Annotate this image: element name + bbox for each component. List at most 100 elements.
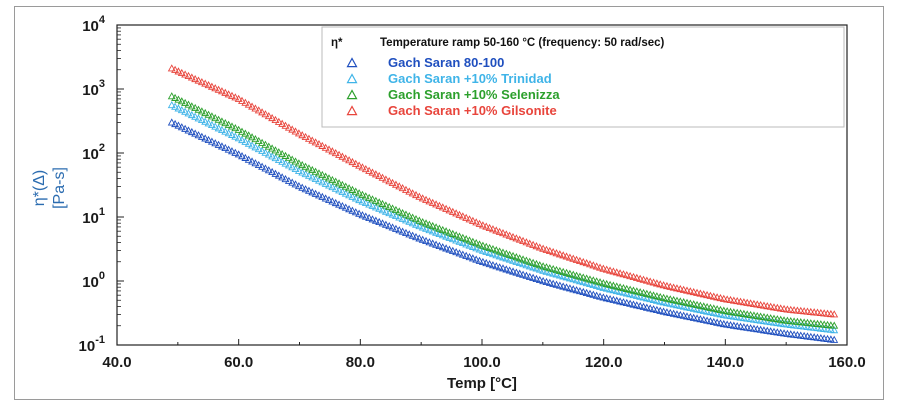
data-point <box>358 163 367 171</box>
data-point <box>338 180 347 188</box>
data-point <box>274 155 283 163</box>
data-point <box>194 105 203 113</box>
data-point <box>582 259 591 267</box>
y-tick-base: 10 <box>82 146 99 163</box>
data-point <box>592 281 601 289</box>
data-point <box>499 264 507 272</box>
data-point <box>278 119 287 127</box>
data-point <box>602 294 611 302</box>
data-point <box>696 289 705 297</box>
data-point <box>505 255 514 263</box>
data-point <box>191 112 200 120</box>
data-point <box>341 154 350 162</box>
data-point <box>174 121 183 129</box>
data-point <box>602 265 611 273</box>
data-point <box>234 125 243 133</box>
data-point <box>335 179 344 187</box>
data-point <box>244 100 253 108</box>
data-point <box>465 215 474 223</box>
y-tick-label: 103 <box>82 78 105 99</box>
data-point <box>304 171 313 179</box>
data-point <box>606 294 615 303</box>
data-point <box>321 143 330 151</box>
data-point <box>532 274 541 282</box>
data-point <box>298 183 307 191</box>
y-tick-base: 10 <box>82 82 99 99</box>
data-point <box>304 186 313 194</box>
data-point <box>542 267 551 275</box>
data-point <box>167 92 176 100</box>
x-axis-title: Temp [°C] <box>447 375 517 392</box>
data-point <box>388 223 397 231</box>
data-point <box>495 252 504 260</box>
data-point <box>331 177 340 185</box>
data-point <box>642 276 651 284</box>
data-point <box>328 175 337 183</box>
data-point <box>622 284 631 292</box>
data-point <box>659 281 668 289</box>
data-point <box>368 215 377 223</box>
data-point <box>288 163 297 171</box>
y-tick-label: 101 <box>82 206 105 227</box>
data-point <box>713 318 722 326</box>
data-point <box>525 262 534 270</box>
data-point <box>238 152 246 160</box>
data-point <box>455 249 464 257</box>
series-3 <box>167 92 839 329</box>
data-point <box>191 74 200 83</box>
data-point <box>830 310 839 318</box>
data-point <box>375 198 384 206</box>
y-axis-unit-group: [Pa-s] <box>51 167 68 209</box>
data-point <box>445 206 454 214</box>
data-point <box>830 335 839 343</box>
data-point <box>381 175 390 183</box>
data-point <box>442 227 451 235</box>
data-point <box>401 228 410 236</box>
y-tick-exponent: 2 <box>99 142 105 154</box>
data-point <box>435 201 444 209</box>
data-point <box>238 96 246 104</box>
data-point <box>555 281 564 289</box>
data-point <box>442 204 451 212</box>
data-point <box>365 200 374 208</box>
data-point <box>699 315 708 323</box>
data-point <box>683 312 691 320</box>
data-point <box>177 105 186 114</box>
data-point <box>646 290 655 298</box>
data-point <box>656 306 665 314</box>
data-point <box>512 268 521 276</box>
data-point <box>358 190 367 198</box>
data-point <box>422 224 430 232</box>
data-point <box>482 247 491 255</box>
data-point <box>325 174 333 182</box>
data-point <box>569 270 578 278</box>
data-point <box>542 277 551 286</box>
data-point <box>388 204 397 212</box>
data-point <box>234 134 243 142</box>
data-point <box>649 295 658 303</box>
data-point <box>552 280 561 288</box>
data-point <box>478 257 487 266</box>
data-point <box>371 170 380 178</box>
data-point <box>609 286 618 294</box>
data-point <box>261 140 270 148</box>
data-point <box>412 215 420 223</box>
data-point <box>204 119 213 127</box>
data-point <box>264 112 273 120</box>
data-point <box>542 263 551 271</box>
data-point <box>171 65 180 73</box>
data-point <box>412 190 420 199</box>
data-point <box>361 164 370 173</box>
data-point <box>492 246 501 254</box>
legend-label: Gach Saran +10% Selenizza <box>388 87 560 102</box>
data-point <box>619 270 628 278</box>
data-point <box>458 238 467 247</box>
data-point <box>174 104 183 112</box>
data-point <box>485 260 494 268</box>
data-point <box>455 232 464 240</box>
data-point <box>458 233 467 241</box>
data-point <box>248 141 257 149</box>
data-point <box>592 262 601 270</box>
data-point <box>221 88 230 96</box>
